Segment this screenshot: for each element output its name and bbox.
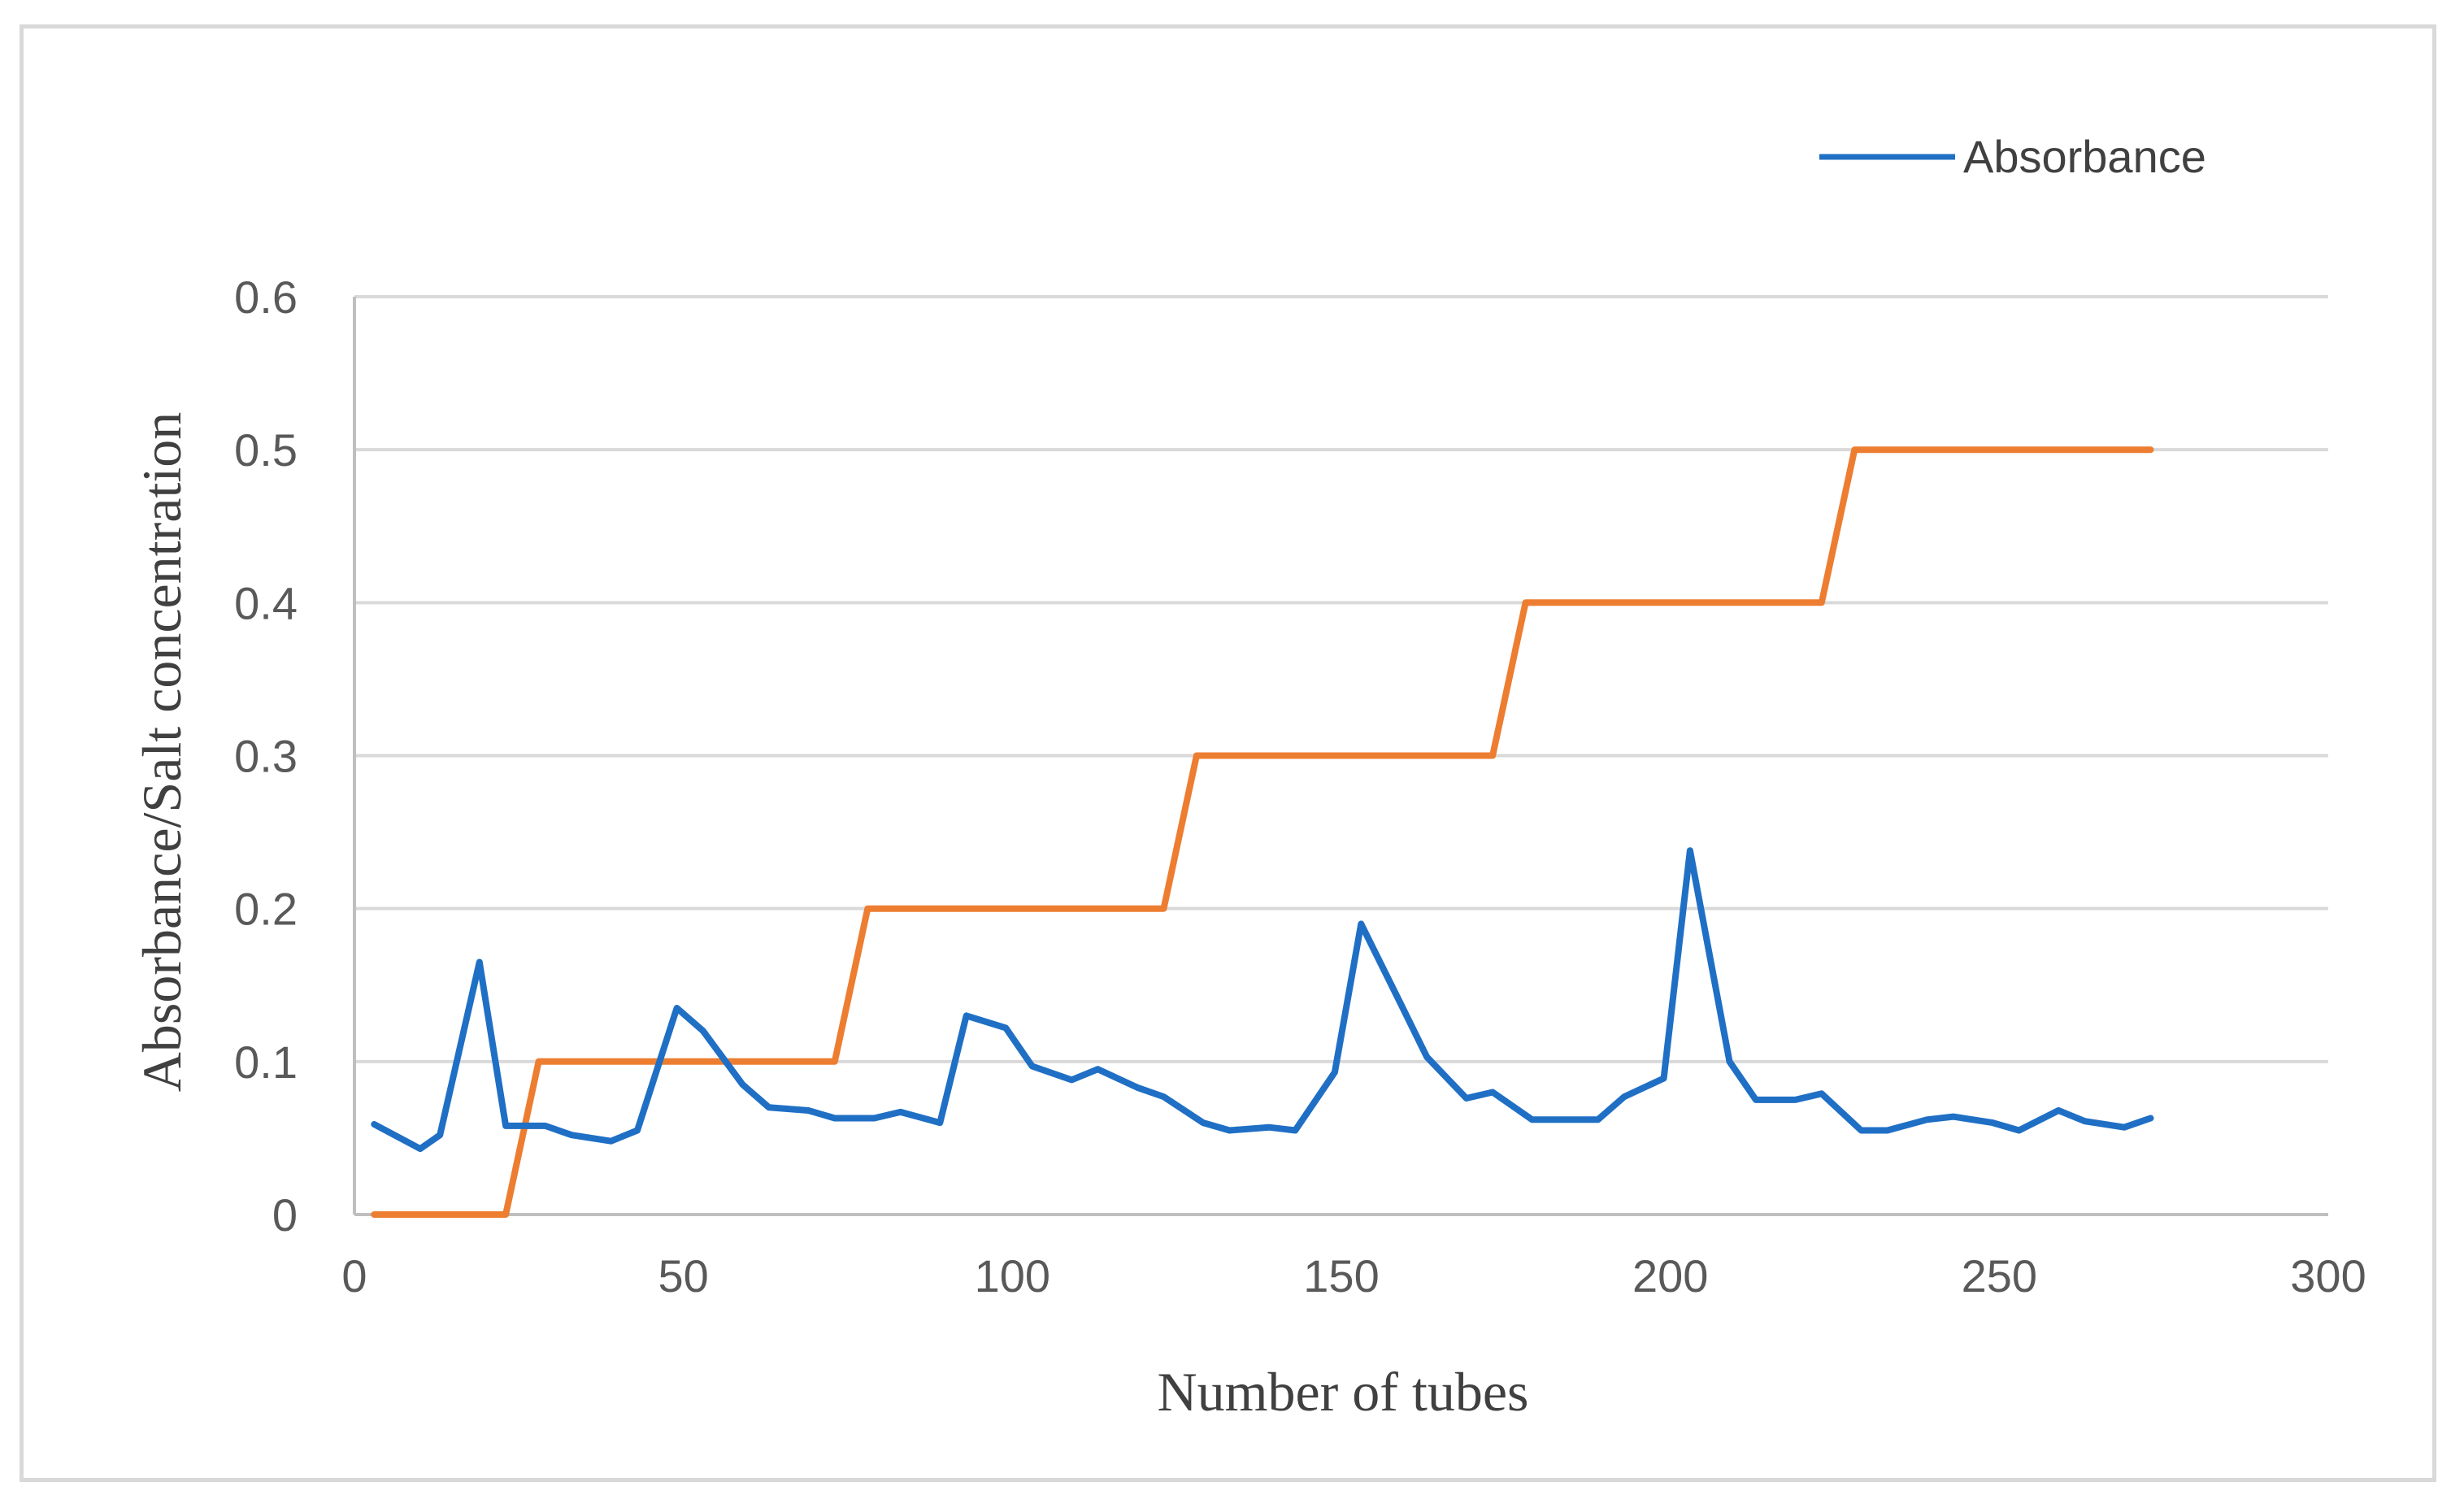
- x-tick-label: 0: [341, 1250, 367, 1302]
- y-tick-label: 0.4: [234, 577, 298, 628]
- x-tick-label: 200: [1632, 1250, 1708, 1302]
- y-axis-title: Absorbance/Salt concentration: [131, 412, 193, 1093]
- y-tick-label: 0: [272, 1189, 298, 1241]
- axis-layer: 0 0.1 0.2 0.3 0.4 0.5 0.6 0 50 100 150 200 250 300: [234, 272, 2366, 1302]
- legend: Absorbance: [1819, 131, 2206, 182]
- x-tick-label: 50: [658, 1250, 709, 1302]
- series-layer: [371, 446, 2154, 1218]
- grid-layer: [354, 295, 2328, 1063]
- y-tick-label: 0.5: [234, 424, 298, 476]
- x-axis-title: Number of tubes: [1157, 1361, 1528, 1423]
- y-tick-label: 0.6: [234, 272, 298, 323]
- x-tick-label: 250: [1962, 1250, 2037, 1302]
- x-tick-label: 100: [975, 1250, 1050, 1302]
- x-tick-label: 300: [2290, 1250, 2366, 1302]
- y-tick-label: 0.3: [234, 731, 298, 782]
- series-line-salt-concentration: [371, 446, 2154, 1218]
- y-tick-label: 0.2: [234, 884, 298, 935]
- x-tick-label: 150: [1303, 1250, 1379, 1302]
- y-tick-label: 0.1: [234, 1036, 298, 1088]
- legend-label-absorbance: Absorbance: [1963, 131, 2206, 182]
- series-line-absorbance: [371, 847, 2154, 1153]
